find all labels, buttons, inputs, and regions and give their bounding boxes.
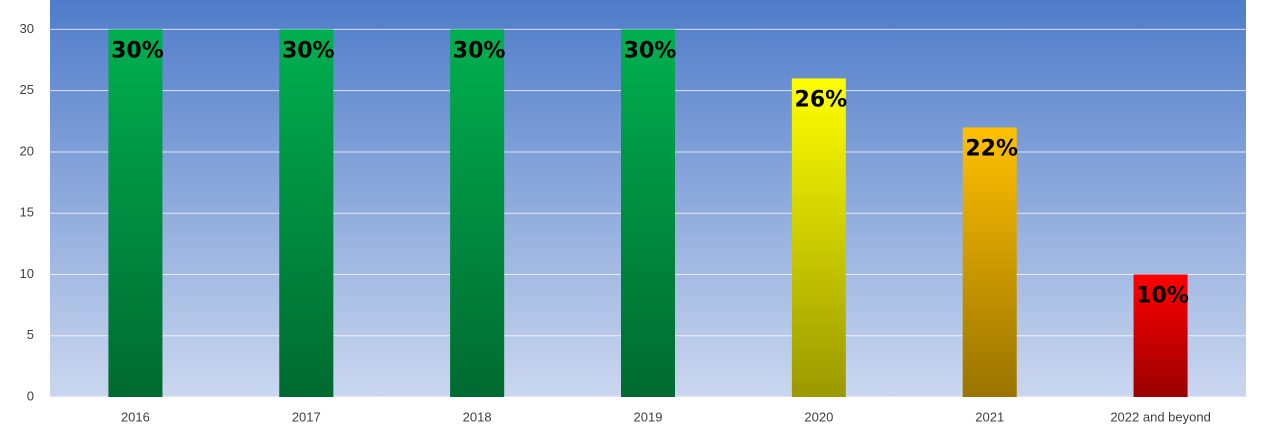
value-label: 30%: [282, 38, 335, 63]
x-tick-label: 2021: [975, 409, 1004, 424]
x-tick-label: 2018: [463, 409, 492, 424]
bar-shade: [1133, 274, 1188, 397]
y-tick-label: 30: [20, 21, 34, 36]
y-tick-label: 0: [27, 388, 34, 403]
x-tick-label: 2017: [292, 409, 321, 424]
x-tick-label: 2019: [634, 409, 663, 424]
bar-shade: [108, 29, 163, 397]
x-tick-label: 2022 and beyond: [1110, 409, 1210, 424]
bar-shade: [450, 29, 505, 397]
y-tick-label: 25: [20, 82, 34, 97]
y-tick-label: 10: [20, 266, 34, 281]
value-label: 22%: [965, 136, 1018, 161]
y-tick-label: 15: [20, 205, 34, 220]
value-label: 30%: [111, 38, 164, 63]
y-tick-label: 5: [27, 327, 34, 342]
x-tick-label: 2016: [121, 409, 150, 424]
bar-shade: [962, 127, 1017, 397]
value-label: 26%: [795, 87, 848, 112]
bar-shade: [621, 29, 675, 397]
y-tick-label: 20: [20, 143, 34, 158]
value-label: 30%: [453, 38, 506, 63]
value-label: 30%: [624, 38, 677, 63]
bar-shade: [279, 29, 334, 397]
x-tick-label: 2020: [804, 409, 833, 424]
value-label: 10%: [1136, 283, 1189, 308]
bar-shade: [791, 78, 846, 398]
